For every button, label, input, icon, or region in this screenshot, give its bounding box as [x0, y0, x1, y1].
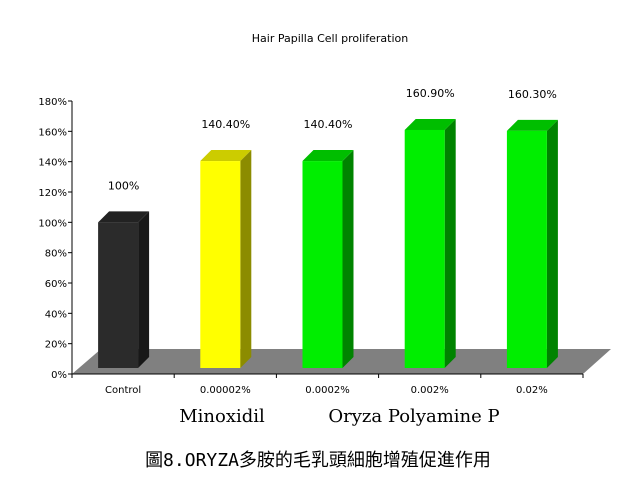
- bar-side: [342, 150, 354, 368]
- x-tick-label: 0.00002%: [200, 385, 251, 396]
- x-tick-label: 0.002%: [411, 385, 449, 396]
- y-tick-label: 120%: [38, 188, 67, 199]
- bar-front: [302, 161, 343, 368]
- x-tick-label: 0.0002%: [305, 385, 350, 396]
- bar-front: [98, 222, 139, 368]
- group-label-oryza: Oryza Polyamine P: [328, 406, 499, 427]
- y-tick-label: 60%: [45, 279, 67, 290]
- y-tick-label: 100%: [38, 218, 67, 229]
- bar: [200, 150, 252, 368]
- data-label: 160.90%: [406, 87, 455, 100]
- bar-top: [404, 118, 456, 130]
- y-tick-label: 40%: [45, 309, 67, 320]
- bar-front: [404, 129, 445, 368]
- x-axis-ticks: Control 0.00002% 0.0002% 0.002% 0.02%: [71, 374, 584, 396]
- data-label: 140.40%: [304, 118, 353, 131]
- bar-side: [240, 150, 252, 368]
- data-label: 100%: [108, 179, 139, 192]
- group-label-minoxidil: Minoxidil: [179, 406, 265, 427]
- figure-caption: 圖8.ORYZA多胺的毛乳頭細胞增殖促進作用: [145, 449, 491, 471]
- bar-top: [506, 119, 558, 131]
- x-tick-label: Control: [105, 385, 141, 396]
- bar-top: [200, 150, 252, 162]
- bar: [404, 118, 456, 369]
- data-labels: 100% 140.40% 140.40% 160.90% 160.30%: [108, 87, 557, 192]
- y-tick-label: 160%: [38, 127, 67, 138]
- data-label: 140.40%: [201, 118, 250, 131]
- bar-top: [98, 211, 150, 223]
- bar-side: [546, 119, 558, 369]
- data-label: 160.30%: [508, 88, 557, 101]
- y-tick-label: 80%: [45, 249, 67, 260]
- y-tick-label: 20%: [45, 340, 67, 351]
- bar-front: [506, 130, 547, 368]
- bar-side: [138, 211, 150, 368]
- bar-side: [444, 118, 456, 369]
- bar-top: [302, 150, 354, 162]
- bar: [98, 211, 150, 368]
- y-tick-label: 0%: [51, 370, 67, 381]
- chart-title: Hair Papilla Cell proliferation: [252, 32, 409, 45]
- bar: [506, 119, 558, 369]
- y-tick-label: 180%: [38, 97, 67, 108]
- bar: [302, 150, 354, 368]
- bars: [98, 118, 558, 369]
- y-axis-ticks: 0% 20% 40% 60% 80% 100% 120% 140% 160% 180%: [38, 97, 72, 381]
- y-tick-label: 140%: [38, 158, 67, 169]
- x-tick-label: 0.02%: [516, 385, 548, 396]
- bar-front: [200, 161, 241, 368]
